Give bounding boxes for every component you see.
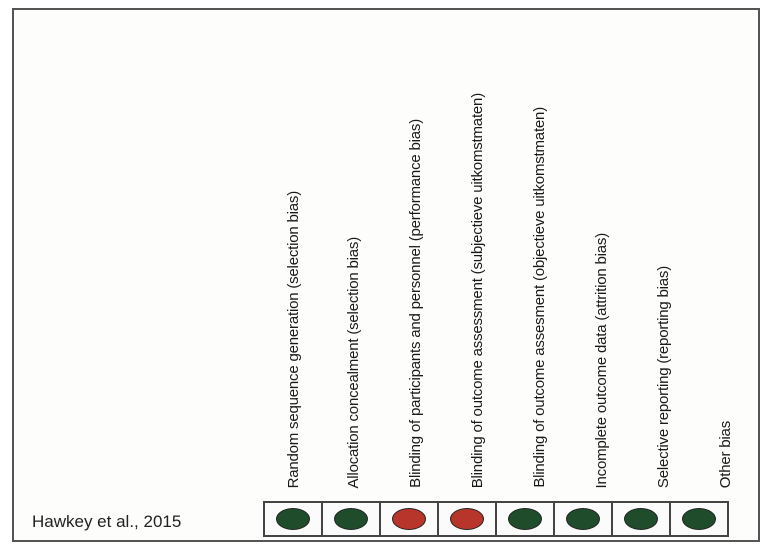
judgement-cell	[495, 501, 555, 537]
judgement-cell	[379, 501, 439, 537]
domain-header: Selective reporting (reporting bias)	[654, 265, 672, 488]
judgement-cell	[437, 501, 497, 537]
domain-header: Random sequence generation (selection bi…	[284, 190, 302, 488]
judgement-row	[263, 501, 729, 537]
low-risk-dot	[624, 508, 658, 530]
low-risk-dot	[682, 508, 716, 530]
domain-header: Incomplete outcome data (attrition bias)	[592, 232, 610, 488]
domain-header: Blinding of outcome assessment (subjecti…	[468, 92, 486, 488]
low-risk-dot	[566, 508, 600, 530]
low-risk-dot	[334, 508, 368, 530]
domain-header: Blinding of participants and personnel (…	[406, 119, 424, 488]
judgement-cell	[669, 501, 729, 537]
high-risk-dot	[392, 508, 426, 530]
study-label: Hawkey et al., 2015	[32, 512, 182, 531]
high-risk-dot	[450, 508, 484, 530]
domain-header: Other bias	[716, 420, 734, 488]
low-risk-dot	[276, 508, 310, 530]
judgement-cell	[263, 501, 323, 537]
domain-header: Blinding of outcome assesment (objectiev…	[530, 107, 548, 488]
risk-of-bias-figure	[12, 8, 760, 542]
judgement-cell	[553, 501, 613, 537]
judgement-cell	[611, 501, 671, 537]
domain-header: Allocation concealment (selection bias)	[344, 236, 362, 489]
low-risk-dot	[508, 508, 542, 530]
judgement-cell	[321, 501, 381, 537]
